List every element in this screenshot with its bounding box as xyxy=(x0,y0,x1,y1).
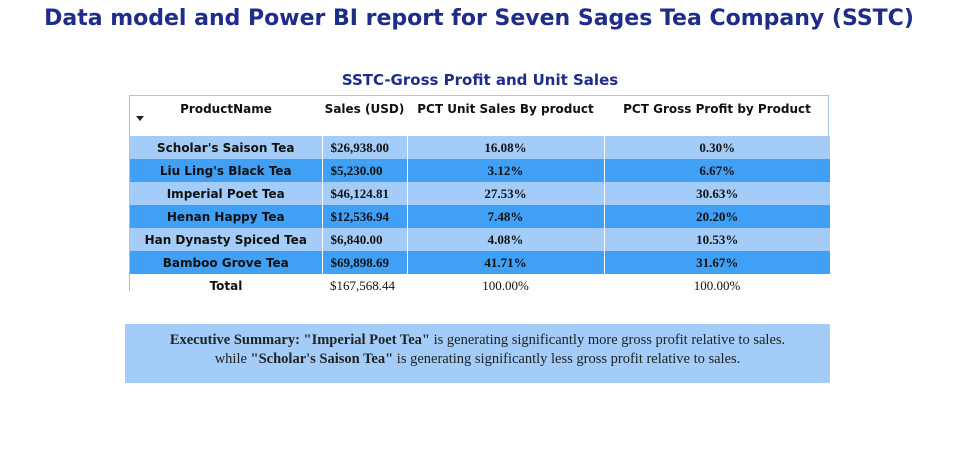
column-header-sales[interactable]: Sales (USD) xyxy=(324,102,405,116)
pct-unit-sales-cell: 3.12% xyxy=(406,159,604,182)
pct-unit-sales-cell: 4.08% xyxy=(406,228,604,251)
pct-unit-sales-cell: 41.71% xyxy=(406,251,604,274)
total-pct-gross-profit-cell: 100.00% xyxy=(604,274,830,297)
summary-text-low: is generating significantly less gross p… xyxy=(393,351,741,367)
summary-prefix-low: while xyxy=(214,351,251,367)
table-total-row: Total $167,568.44 100.00% 100.00% xyxy=(130,274,830,297)
sales-cell: $6,840.00 xyxy=(321,228,407,251)
summary-label: Executive Summary: xyxy=(169,332,300,348)
executive-summary: Executive Summary: "Imperial Poet Tea" i… xyxy=(125,324,830,383)
page-title: Data model and Power BI report for Seven… xyxy=(44,6,914,31)
total-label-cell: Total xyxy=(130,274,322,297)
pct-unit-sales-cell: 27.53% xyxy=(406,182,604,205)
table-row: Scholar's Saison Tea $26,938.00 16.08% 0… xyxy=(130,136,830,159)
total-pct-unit-sales-cell: 100.00% xyxy=(407,274,604,297)
gross-profit-table: ProductName Sales (USD) PCT Unit Sales B… xyxy=(129,95,830,297)
pct-gross-profit-cell: 20.20% xyxy=(603,205,830,228)
pct-unit-sales-cell: 16.08% xyxy=(406,136,604,159)
column-header-pct-gross-profit[interactable]: PCT Gross Profit by Product xyxy=(623,102,811,116)
pct-gross-profit-cell: 31.67% xyxy=(603,251,830,274)
sales-cell: $5,230.00 xyxy=(321,159,407,182)
sales-cell: $12,536.94 xyxy=(321,205,407,228)
table-row: Han Dynasty Spiced Tea $6,840.00 4.08% 1… xyxy=(130,228,830,251)
pct-gross-profit-cell: 30.63% xyxy=(603,182,830,205)
column-header-productname[interactable]: ProductName xyxy=(130,96,322,136)
product-name-cell: Scholar's Saison Tea xyxy=(130,136,322,159)
pct-gross-profit-cell: 6.67% xyxy=(603,159,830,182)
summary-line-1: Executive Summary: "Imperial Poet Tea" i… xyxy=(125,331,830,350)
table-row: Liu Ling's Black Tea $5,230.00 3.12% 6.6… xyxy=(130,159,830,182)
summary-product-high: "Imperial Poet Tea" xyxy=(303,332,430,348)
pct-gross-profit-cell: 0.30% xyxy=(603,136,830,159)
summary-product-low: "Scholar's Saison Tea" xyxy=(250,351,394,367)
summary-text-high: is generating significantly more gross p… xyxy=(429,332,786,348)
product-name-cell: Henan Happy Tea xyxy=(130,205,322,228)
pct-unit-sales-cell: 7.48% xyxy=(406,205,604,228)
table-header-row: ProductName Sales (USD) PCT Unit Sales B… xyxy=(130,96,830,136)
sales-cell: $46,124.81 xyxy=(321,182,407,205)
table-title: SSTC-Gross Profit and Unit Sales xyxy=(341,71,619,89)
product-name-cell: Liu Ling's Black Tea xyxy=(130,159,322,182)
summary-line-2: while "Scholar's Saison Tea" is generati… xyxy=(125,350,830,369)
sales-cell: $26,938.00 xyxy=(321,136,407,159)
column-header-pct-unit-sales[interactable]: PCT Unit Sales By product xyxy=(417,102,594,116)
product-name-cell: Imperial Poet Tea xyxy=(130,182,322,205)
sort-descending-icon[interactable] xyxy=(136,116,144,121)
table-row: Henan Happy Tea $12,536.94 7.48% 20.20% xyxy=(130,205,830,228)
table-row: Bamboo Grove Tea $69,898.69 41.71% 31.67… xyxy=(130,251,830,274)
product-name-cell: Han Dynasty Spiced Tea xyxy=(130,228,322,251)
total-sales-cell: $167,568.44 xyxy=(322,274,407,297)
table-row: Imperial Poet Tea $46,124.81 27.53% 30.6… xyxy=(130,182,830,205)
sales-cell: $69,898.69 xyxy=(321,251,407,274)
product-name-cell: Bamboo Grove Tea xyxy=(130,251,322,274)
pct-gross-profit-cell: 10.53% xyxy=(603,228,830,251)
